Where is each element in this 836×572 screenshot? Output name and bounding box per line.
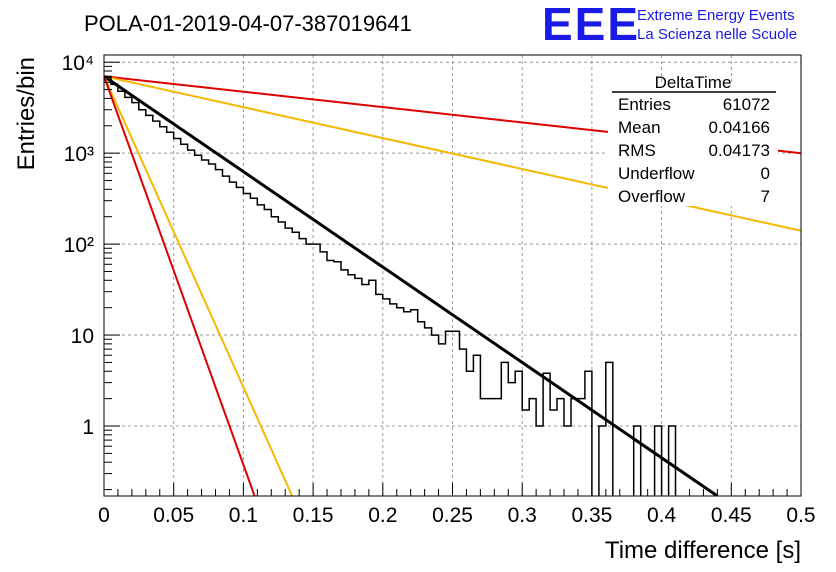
x-tick-label-6: 0.3 [508, 504, 537, 527]
y-tick-label-4: 10⁴ [62, 52, 94, 75]
x-tick-label-5: 0.25 [432, 504, 473, 527]
stats-title: DeltaTime [655, 73, 732, 92]
y-tick-label-3: 10³ [64, 143, 94, 166]
logo-line-1: Extreme Energy Events [637, 7, 795, 24]
x-tick-label-3: 0.15 [293, 504, 334, 527]
stats-rows: Entries 61072 Mean 0.04166 RMS 0.04173 Underfl… [618, 95, 770, 206]
x-tick-label-7: 0.35 [571, 504, 612, 527]
x-tick-label-9: 0.45 [711, 504, 752, 527]
x-tick-label-10: 0.5 [786, 504, 815, 527]
stats-label-2: RMS [618, 141, 656, 160]
x-axis-label: Time difference [s] [605, 537, 801, 564]
stats-label-1: Mean [618, 118, 661, 137]
series-line-4 [104, 75, 256, 496]
stats-value-2: 0.04173 [709, 141, 770, 160]
stats-box-frame [608, 82, 778, 206]
eee-logo: EEE Extreme Energy Events La Scienza nel… [542, 0, 797, 50]
stats-label-4: Overflow [618, 187, 686, 206]
y-axis-label: Entries/bin [13, 57, 40, 170]
stats-label-0: Entries [618, 95, 671, 114]
y-tick-label-2: 10² [64, 234, 94, 257]
y-tick-labels: 1 10 10² 10³ 10⁴ [62, 52, 94, 439]
x-tick-label-0: 0 [98, 504, 110, 527]
y-tick-label-1: 10 [71, 325, 94, 348]
stats-value-0: 61072 [723, 95, 770, 114]
x-tick-label-1: 0.05 [153, 504, 194, 527]
stats-box: DeltaTime Entries 61072 Mean 0.04166 RMS 0.04… [608, 73, 778, 206]
series-line-3 [104, 75, 294, 496]
x-tick-label-8: 0.4 [647, 504, 677, 527]
stats-value-3: 0 [761, 164, 770, 183]
page-title: POLA-01-2019-04-07-387019641 [84, 11, 412, 36]
logo-line-2: La Scienza nelle Scuole [637, 26, 797, 43]
x-tick-label-4: 0.2 [368, 504, 397, 527]
y-tick-label-0: 1 [82, 416, 94, 439]
stats-label-3: Underflow [618, 164, 695, 183]
logo-mark: EEE [542, 0, 640, 50]
axis-ticks [103, 61, 802, 496]
x-tick-label-2: 0.1 [229, 504, 258, 527]
x-tick-labels: 0 0.05 0.1 0.15 0.2 0.25 0.3 0.35 0.4 0.45 0.5 [98, 504, 815, 527]
stats-value-4: 7 [761, 187, 770, 206]
histogram [104, 76, 677, 496]
series-line-0 [104, 75, 719, 496]
stats-value-1: 0.04166 [709, 118, 770, 137]
